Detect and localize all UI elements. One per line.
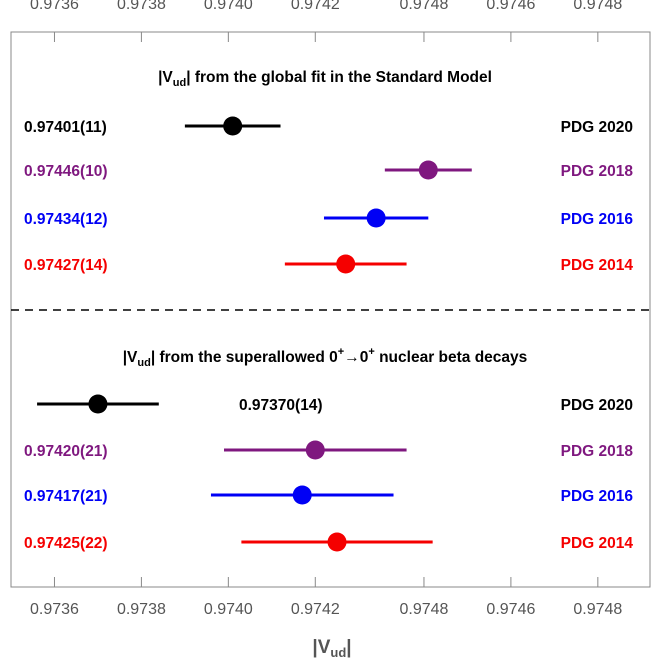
source-label: PDG 2020 (561, 119, 633, 136)
top-tick-label: 0.9738 (117, 0, 166, 13)
bottom-tick-label: 0.9740 (204, 601, 253, 618)
source-label: PDG 2020 (561, 397, 633, 414)
data-point (336, 254, 356, 274)
bottom-tick-label: 0.9748 (399, 601, 448, 618)
data-point (327, 532, 347, 552)
value-label: 0.97427(14) (24, 257, 108, 274)
source-label: PDG 2016 (561, 488, 634, 505)
top-tick-label: 0.9746 (486, 0, 535, 13)
value-label: 0.97401(11) (24, 119, 107, 136)
bottom-tick-label: 0.9742 (291, 601, 340, 618)
panel-2-title-sup2: + (368, 346, 374, 358)
panel-2-title: |Vud| from the superallowed 0+→0+ nuclea… (123, 346, 528, 369)
bottom-tick-label: 0.9736 (30, 601, 79, 618)
top-tick-label: 0.9740 (204, 0, 253, 13)
source-label: PDG 2016 (561, 211, 634, 228)
source-label: PDG 2014 (561, 257, 634, 274)
bottom-tick-label: 0.9746 (486, 601, 535, 618)
value-label: 0.97417(21) (24, 488, 108, 505)
source-label: PDG 2014 (561, 535, 634, 552)
data-point (305, 440, 325, 460)
top-tick-label: 0.9736 (30, 0, 79, 13)
bottom-tick-group: 0.9736 0.9738 0.9740 0.9742 0.9748 0.9746 0.97… (30, 577, 622, 618)
value-label: 0.97420(21) (24, 443, 108, 460)
panel-2-title-sub: ud (137, 357, 150, 369)
bottom-tick-label: 0.9738 (117, 601, 166, 618)
panel-2-title-sup1: + (338, 346, 344, 358)
source-label: PDG 2018 (561, 163, 634, 180)
panel-1-title-sub: ud (173, 77, 186, 89)
value-label: 0.97370(14) (239, 397, 323, 414)
data-point (366, 208, 386, 228)
data-point (292, 485, 312, 505)
top-tick-label: 0.9748 (573, 0, 622, 13)
data-point (223, 116, 243, 136)
panel-1-title-post: | from the global fit in the Standard Mo… (186, 69, 492, 86)
x-axis-label: |Vud| (312, 637, 351, 660)
panel-1-title: |Vud| from the global fit in the Standar… (158, 69, 492, 89)
value-label: 0.97425(22) (24, 535, 108, 552)
top-tick-label: 0.9748 (399, 0, 448, 13)
top-tick-group: 0.9736 0.9738 0.9740 0.9742 0.9748 0.9746 0.97… (30, 0, 622, 42)
x-axis-label-sub: ud (330, 645, 346, 660)
top-tick-label: 0.9742 (291, 0, 340, 13)
data-point (418, 160, 438, 180)
bottom-tick-label: 0.9748 (573, 601, 622, 618)
data-points: 0.97401(11) PDG 2020 0.97446(10) PDG 2018 0.… (24, 116, 634, 552)
data-point (88, 394, 108, 414)
source-label: PDG 2018 (561, 443, 634, 460)
value-label: 0.97434(12) (24, 211, 108, 228)
value-label: 0.97446(10) (24, 163, 108, 180)
